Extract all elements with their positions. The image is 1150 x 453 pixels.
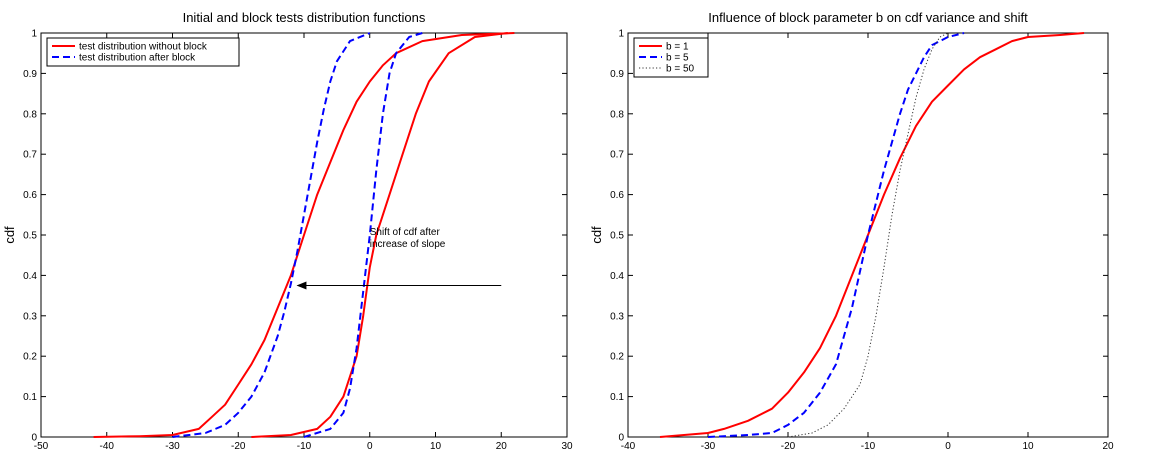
y-tick-label: 0.1 [610, 392, 624, 403]
y-tick-label: 0 [31, 433, 37, 444]
chart-title: Influence of block parameter b on cdf va… [708, 10, 1028, 25]
legend: b = 1b = 5b = 50 [633, 37, 709, 78]
y-tick-label: 0 [618, 433, 624, 444]
series-line-2 [707, 32, 965, 438]
x-tick-label: 10 [1022, 441, 1034, 452]
legend-box [46, 37, 240, 67]
legend-label-2: b = 5 [666, 53, 689, 64]
x-tick-label: -20 [781, 441, 796, 452]
x-tick-label: 10 [430, 441, 442, 452]
chart-1: Initial and block tests distribution fun… [2, 10, 573, 452]
y-tick-label: 0.4 [23, 271, 37, 282]
y-tick-label: 0.9 [23, 69, 37, 80]
x-tick-label: -10 [297, 441, 312, 452]
y-tick-label: 0.6 [610, 190, 624, 201]
y-tick-label: 0.8 [23, 109, 37, 120]
series-line-1 [659, 32, 1085, 438]
x-tick-label: -50 [34, 441, 49, 452]
x-tick-label: 0 [945, 441, 951, 452]
series-line-4 [303, 32, 423, 438]
x-tick-label: -10 [861, 441, 876, 452]
x-tick-label: 0 [367, 441, 373, 452]
chart-title: Initial and block tests distribution fun… [183, 10, 426, 25]
y-tick-label: 1 [618, 29, 624, 40]
y-tick-label: 0.5 [23, 231, 37, 242]
chart-2: Influence of block parameter b on cdf va… [589, 10, 1114, 452]
y-tick-label: 0.4 [610, 271, 624, 282]
x-tick-label: -30 [165, 441, 180, 452]
y-tick-label: 0.5 [610, 231, 624, 242]
x-tick-label: 20 [1102, 441, 1114, 452]
y-tick-label: 0.7 [23, 150, 37, 161]
x-tick-label: 30 [561, 441, 573, 452]
y-axis-label: cdf [589, 226, 604, 244]
y-tick-label: 1 [31, 29, 37, 40]
y-tick-label: 0.8 [610, 109, 624, 120]
y-tick-label: 0.7 [610, 150, 624, 161]
y-tick-label: 0.3 [610, 311, 624, 322]
x-tick-label: -40 [621, 441, 636, 452]
annotation-text-2: increase of slope [370, 239, 446, 250]
x-tick-label: -30 [701, 441, 716, 452]
legend-label-2: test distribution after block [79, 53, 196, 64]
y-axis-label: cdf [2, 226, 17, 244]
legend-label-1: test distribution without block [79, 42, 208, 53]
x-tick-label: 20 [496, 441, 508, 452]
x-tick-label: -20 [231, 441, 246, 452]
y-tick-label: 0.3 [23, 311, 37, 322]
y-tick-label: 0.9 [610, 69, 624, 80]
series-line-2 [172, 32, 371, 438]
x-tick-label: -40 [100, 441, 115, 452]
annotation-text-1: Shift of cdf after [370, 227, 441, 238]
legend-box [633, 37, 709, 78]
legend-label-3: b = 50 [666, 64, 695, 75]
y-tick-label: 0.1 [23, 392, 37, 403]
y-tick-label: 0.6 [23, 190, 37, 201]
series-line-3 [251, 32, 508, 438]
legend-label-1: b = 1 [666, 42, 689, 53]
y-tick-label: 0.2 [23, 352, 37, 363]
y-tick-label: 0.2 [610, 352, 624, 363]
